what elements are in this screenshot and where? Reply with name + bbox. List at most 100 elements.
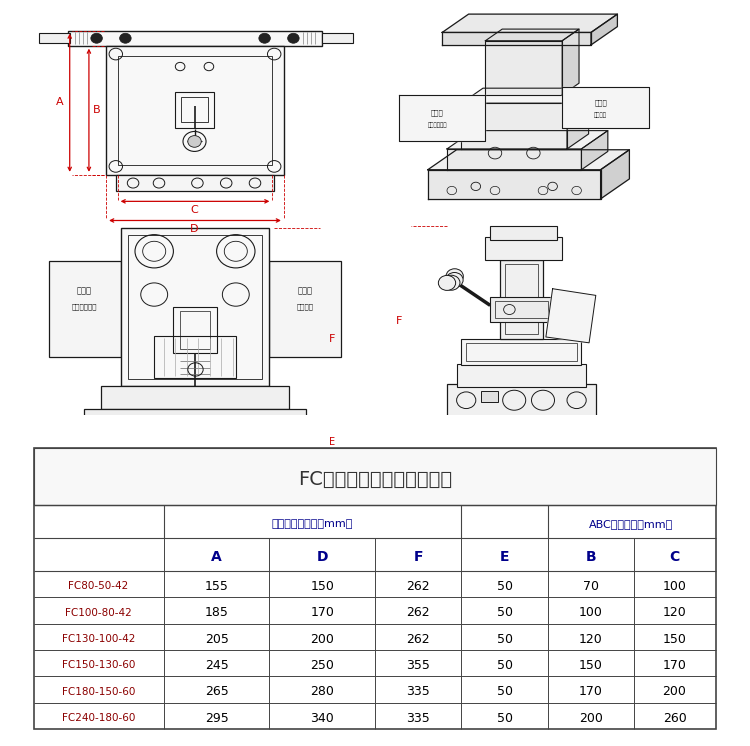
- Text: 50: 50: [496, 633, 512, 645]
- Text: A: A: [56, 97, 64, 107]
- Bar: [495, 301, 548, 318]
- Text: 335: 335: [406, 686, 430, 698]
- Circle shape: [188, 136, 201, 147]
- Text: 185: 185: [205, 606, 229, 619]
- Polygon shape: [427, 170, 601, 199]
- Bar: [173, 307, 217, 353]
- Text: 100: 100: [662, 580, 686, 593]
- Text: E: E: [328, 437, 334, 447]
- Bar: [49, 261, 121, 357]
- Text: 245: 245: [205, 659, 229, 672]
- Bar: [128, 235, 262, 380]
- Text: FC130-100-42: FC130-100-42: [62, 634, 135, 644]
- Text: D: D: [316, 550, 328, 564]
- Text: 205: 205: [205, 633, 229, 645]
- Bar: [457, 363, 586, 387]
- Text: 万能测试胚型: 万能测试胚型: [71, 304, 97, 310]
- Text: 262: 262: [406, 633, 430, 645]
- Text: ABC三板尺寸（mm）: ABC三板尺寸（mm）: [590, 518, 674, 529]
- Text: A: A: [211, 550, 222, 564]
- Text: 100: 100: [579, 606, 603, 619]
- Polygon shape: [447, 149, 581, 170]
- Bar: [106, 46, 284, 175]
- Text: 280: 280: [310, 686, 334, 698]
- Polygon shape: [562, 87, 649, 128]
- Polygon shape: [562, 29, 579, 95]
- Circle shape: [446, 269, 464, 283]
- Polygon shape: [601, 150, 629, 199]
- Bar: [84, 433, 306, 451]
- Bar: [181, 97, 208, 122]
- Bar: [490, 226, 557, 239]
- Bar: [461, 339, 581, 366]
- Bar: [39, 34, 70, 43]
- Circle shape: [288, 34, 299, 43]
- Text: 备用板: 备用板: [298, 286, 313, 295]
- Text: 备用板: 备用板: [594, 99, 607, 106]
- Text: F: F: [328, 334, 335, 345]
- Text: C: C: [190, 204, 199, 215]
- Polygon shape: [485, 29, 579, 41]
- Text: FC80-50-42: FC80-50-42: [68, 581, 129, 592]
- Text: 50: 50: [496, 580, 512, 593]
- Text: FC180-150-60: FC180-150-60: [62, 687, 135, 697]
- Polygon shape: [591, 14, 617, 45]
- Polygon shape: [447, 131, 608, 149]
- Circle shape: [438, 275, 456, 290]
- Text: 万能胚架: 万能胚架: [296, 304, 314, 310]
- Bar: [466, 343, 577, 361]
- Text: 120: 120: [663, 606, 686, 619]
- Text: FC100-80-42: FC100-80-42: [65, 608, 132, 618]
- Polygon shape: [485, 41, 562, 95]
- Bar: [180, 311, 210, 348]
- Polygon shape: [461, 103, 567, 149]
- Text: 70: 70: [583, 580, 599, 593]
- Bar: [118, 56, 272, 165]
- Bar: [176, 92, 214, 128]
- Text: 150: 150: [310, 580, 334, 593]
- Text: B: B: [586, 550, 596, 564]
- Text: 250: 250: [310, 659, 334, 672]
- Polygon shape: [567, 88, 589, 149]
- Bar: [34, 448, 715, 505]
- Text: 备用板: 备用板: [76, 286, 92, 295]
- Circle shape: [446, 272, 463, 287]
- Text: B: B: [93, 105, 100, 115]
- Text: 260: 260: [663, 712, 686, 724]
- Text: 50: 50: [496, 686, 512, 698]
- Text: 150: 150: [579, 659, 603, 672]
- Text: 200: 200: [662, 686, 686, 698]
- Text: F: F: [413, 550, 423, 564]
- Bar: [490, 297, 553, 322]
- Text: 155: 155: [205, 580, 229, 593]
- Bar: [269, 261, 341, 357]
- Bar: [447, 384, 596, 416]
- Text: 170: 170: [662, 659, 686, 672]
- Text: F: F: [396, 316, 402, 326]
- Text: FC240-180-60: FC240-180-60: [62, 713, 135, 723]
- Circle shape: [442, 275, 460, 290]
- Polygon shape: [461, 88, 589, 103]
- Text: 50: 50: [496, 659, 512, 672]
- Text: 50: 50: [496, 606, 512, 619]
- Text: 262: 262: [406, 580, 430, 593]
- Text: 265: 265: [205, 686, 229, 698]
- Polygon shape: [427, 150, 629, 170]
- Text: 200: 200: [310, 633, 334, 645]
- Bar: [84, 410, 306, 433]
- Bar: [116, 175, 274, 192]
- Text: 备用板: 备用板: [431, 110, 444, 116]
- Bar: [500, 260, 543, 339]
- Circle shape: [259, 34, 270, 43]
- Polygon shape: [546, 289, 596, 343]
- Bar: [68, 31, 322, 46]
- Text: D: D: [190, 224, 199, 233]
- Polygon shape: [581, 131, 608, 170]
- Text: 胚架尺寸长宽高（mm）: 胚架尺寸长宽高（mm）: [272, 518, 353, 529]
- Text: 262: 262: [406, 606, 430, 619]
- Text: 150: 150: [662, 633, 686, 645]
- Text: C: C: [670, 550, 680, 564]
- Bar: [505, 264, 538, 334]
- Text: 355: 355: [406, 659, 430, 672]
- Text: 295: 295: [205, 712, 229, 724]
